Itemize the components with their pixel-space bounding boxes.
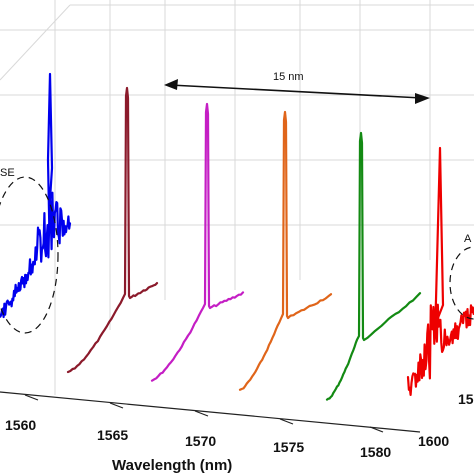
se-circle: [0, 176, 59, 334]
x-tick-mark: [194, 410, 209, 417]
x-tick-label: 1560: [5, 417, 36, 433]
spacing-arrow-shaft: [169, 84, 423, 99]
x-tick-label: 1565: [97, 427, 128, 443]
x-axis-line: [0, 391, 421, 433]
z-tick-label: 15: [458, 391, 474, 407]
spectrum-trace: [150, 102, 245, 382]
x-tick-label: 1570: [185, 433, 216, 449]
circle-annotations: SE A: [0, 167, 474, 334]
x-tick-mark: [369, 426, 384, 433]
spectrum-trace: [238, 110, 333, 391]
spacing-arrow-head-left: [164, 79, 178, 90]
spacing-label: 15 nm: [273, 71, 304, 83]
se-label: SE: [0, 167, 15, 179]
x-axis-title: Wavelength (nm): [112, 457, 232, 474]
spectrum-trace: [406, 146, 474, 396]
x-tick-label: 1580: [360, 444, 391, 460]
spectrum-trace: [0, 72, 72, 319]
x-tick-label: 1575: [273, 439, 304, 455]
spectrum-trace: [325, 131, 422, 401]
spacing-annotation: 15 nm: [164, 71, 430, 104]
x-ticks: 1560 1565 1570 1575 1580 1600 15: [5, 391, 474, 460]
x-tick-mark: [24, 394, 39, 401]
spacing-arrow-head-right: [415, 93, 430, 104]
spectrum-trace: [66, 86, 159, 374]
x-tick-label-far: 1600: [418, 433, 449, 449]
x-tick-mark: [279, 418, 294, 425]
chart-grid: [0, 0, 474, 395]
x-tick-mark: [109, 402, 124, 409]
right-circle-label: A: [464, 233, 472, 245]
spectra-traces: [0, 72, 474, 401]
